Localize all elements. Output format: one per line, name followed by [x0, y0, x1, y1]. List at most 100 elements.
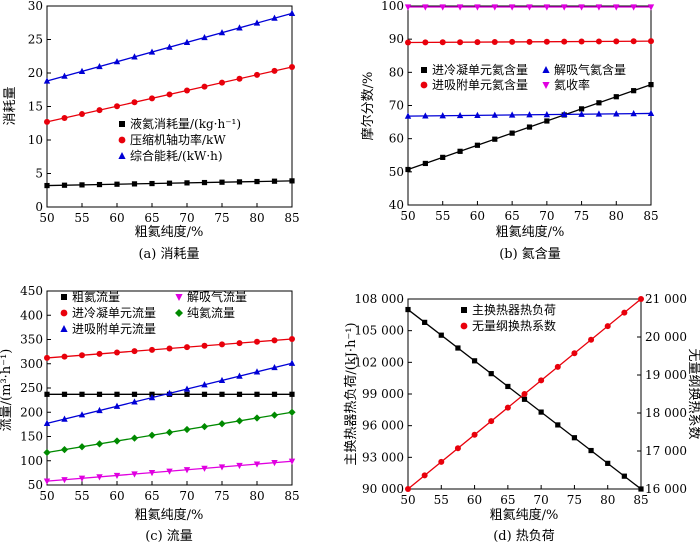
data-point [96, 62, 103, 70]
data-point [613, 38, 620, 45]
data-point [166, 180, 173, 186]
data-point [166, 389, 173, 396]
y-tick-label: 50 [28, 478, 43, 492]
data-point [630, 38, 637, 45]
data-point [254, 391, 260, 397]
data-point [183, 467, 191, 474]
data-point [61, 72, 68, 79]
data-point [113, 437, 121, 445]
y-tick-label: 96 000 [362, 419, 404, 433]
y-tick-label: 60 [389, 132, 404, 146]
data-point [43, 419, 51, 427]
legend-marker [461, 307, 467, 313]
data-point [114, 103, 120, 110]
x-tick-label: 80 [249, 489, 264, 503]
y-tick-label: 150 [20, 430, 43, 444]
data-point [79, 111, 85, 118]
data-point [554, 363, 561, 370]
y2-tick-label: 18 000 [645, 406, 687, 420]
data-point [131, 181, 138, 187]
data-point [621, 309, 628, 316]
y2-axis-label: 无量纲换热系数 [686, 348, 700, 439]
x-tick-label: 75 [574, 209, 589, 223]
legend-marker [119, 121, 125, 127]
data-point [113, 402, 121, 409]
data-point [96, 181, 103, 188]
y-tick-label: 400 [20, 308, 43, 322]
data-point [79, 391, 85, 397]
data-point [471, 358, 478, 364]
data-point [60, 446, 69, 454]
x-axis-label: 粗氦纯度/% [135, 507, 204, 523]
data-point [422, 112, 429, 119]
data-point [201, 342, 208, 349]
data-point [218, 464, 226, 471]
data-point [200, 423, 209, 431]
data-point [613, 94, 619, 100]
legend-label: 压缩机轴功率/kW [130, 132, 226, 147]
y-tick-label: 20 [28, 66, 43, 80]
y-tick-label: 350 [20, 333, 43, 347]
legend-label: 综合能耗/(kW·h) [130, 148, 223, 163]
series-1 [405, 306, 644, 492]
data-point [457, 148, 463, 154]
data-point [474, 4, 481, 11]
y-tick-label: 90 000 [362, 482, 404, 496]
data-point [43, 478, 51, 485]
data-point [471, 431, 478, 438]
y-tick-label: 90 [389, 32, 404, 46]
data-point [422, 4, 429, 11]
data-point [422, 39, 429, 46]
data-point [131, 348, 138, 355]
panel-caption: (b) 氦含量 [499, 246, 561, 262]
y-tick-label: 100 [381, 0, 404, 13]
data-point [474, 111, 481, 118]
x-axis-label: 粗氦纯度/% [496, 224, 565, 240]
data-point [488, 371, 494, 377]
y-tick-label: 93 000 [362, 450, 404, 464]
data-point [184, 180, 190, 186]
data-point [405, 166, 411, 173]
data-point [184, 87, 190, 94]
data-point [405, 306, 411, 313]
series-5 [43, 408, 296, 457]
data-point [43, 448, 51, 457]
data-point [596, 100, 602, 106]
data-point [647, 109, 655, 117]
data-point [183, 385, 191, 392]
chart-panel-3: 50 55 60 65 70 75 80 85 50 100 150 200 250 300 350 400 4… [0, 284, 300, 544]
data-point [438, 332, 444, 338]
data-point [630, 110, 637, 117]
series-1 [44, 178, 295, 189]
series-2 [44, 63, 295, 125]
data-point [44, 118, 50, 125]
data-point [509, 38, 516, 45]
data-point [491, 4, 498, 11]
data-point [201, 391, 208, 397]
data-point [595, 38, 602, 45]
data-point [613, 110, 620, 117]
data-point [422, 319, 428, 325]
chart-panel-1: 50 55 60 65 70 75 80 85 0 5 10 15 20 25 30 粗氦纯度/% (a) 消耗… [3, 0, 300, 262]
x-tick-label: 50 [400, 493, 415, 507]
data-point [439, 112, 446, 119]
data-point [526, 124, 533, 130]
data-point [474, 39, 481, 46]
legend-label: 液氦消耗量/(kg·h⁻¹) [130, 116, 241, 131]
panel-caption: (a) 消耗量 [138, 247, 199, 262]
x-tick-label: 50 [39, 489, 54, 503]
data-point [571, 435, 578, 441]
y2-tick-label: 21 000 [645, 292, 687, 306]
data-point [218, 420, 226, 428]
series-4 [404, 4, 655, 11]
y2-tick-label: 17 000 [645, 444, 687, 458]
data-point [543, 110, 551, 118]
data-point [538, 377, 545, 384]
data-point [131, 99, 138, 106]
y-tick-label: 0 [35, 200, 43, 214]
y-tick-label: 30 [28, 0, 43, 13]
x-axis-label: 粗氦纯度/% [490, 507, 559, 523]
data-point [61, 114, 68, 121]
